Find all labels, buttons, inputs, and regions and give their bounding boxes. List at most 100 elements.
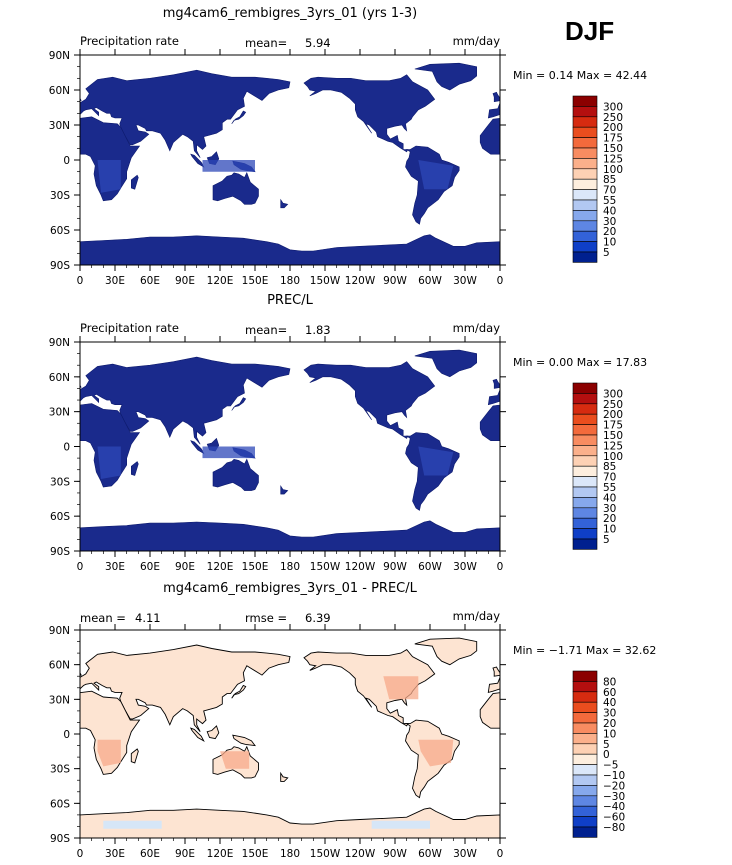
- panel-2: PREC/L Precipitation rate mean= 1.83 mm/day 0…: [49, 293, 647, 573]
- colorbar-swatch: [572, 106, 598, 118]
- colorbar-swatch: [572, 805, 598, 817]
- landmass-newguinea: [232, 734, 256, 747]
- x-tick-label: 180: [280, 561, 300, 573]
- colorbar-swatch: [572, 445, 598, 457]
- colorbar-swatch: [572, 826, 598, 838]
- colorbar-label: 20: [603, 226, 616, 238]
- colorbar-swatch: [572, 795, 598, 807]
- colorbar-swatch: [572, 147, 598, 159]
- landmass-madagascar: [131, 461, 139, 476]
- high-value-patch: [97, 160, 121, 193]
- x-tick-label: 150E: [242, 848, 269, 860]
- colorbar-swatch: [572, 95, 598, 107]
- mean-value: 5.94: [305, 36, 331, 50]
- y-tick-label: 90N: [49, 625, 70, 637]
- colorbar-swatch: [572, 476, 598, 488]
- x-tick-label: 0: [77, 275, 84, 287]
- colorbar-label: 5: [603, 247, 610, 259]
- high-value-patch: [202, 160, 255, 172]
- colorbar-label: 175: [603, 420, 623, 432]
- y-tick-label: 90S: [50, 546, 70, 558]
- colorbar-label: 30: [603, 216, 616, 228]
- colorbar-swatch: [572, 528, 598, 540]
- units-label: mm/day: [453, 321, 501, 335]
- colorbar-label: 40: [603, 697, 616, 709]
- landmass-japan: [231, 110, 247, 124]
- colorbar-swatch: [572, 382, 598, 394]
- x-tick-label: 0: [77, 848, 84, 860]
- mean-label: mean =: [80, 611, 126, 625]
- x-tick-label: 120W: [345, 275, 376, 287]
- landmass-namerica: [303, 74, 436, 153]
- land-fill: [80, 349, 500, 551]
- x-tick-label: 90W: [383, 561, 407, 573]
- mean-value: 1.83: [305, 323, 331, 337]
- x-tick-label: 30W: [453, 848, 477, 860]
- colorbar-label: −40: [603, 801, 625, 813]
- colorbar-swatch: [572, 764, 598, 776]
- colorbar-label: 55: [603, 482, 616, 494]
- variable-label: Precipitation rate: [80, 321, 179, 335]
- panel-title: mg4cam6_rembigres_3yrs_01 - PREC/L: [163, 581, 418, 596]
- colorbar-label: 85: [603, 461, 616, 473]
- colorbar-label: 20: [603, 513, 616, 525]
- x-tick-label: 120W: [345, 561, 376, 573]
- rmse-value: 6.39: [305, 611, 331, 625]
- landmass-africa-wrap: [479, 117, 500, 155]
- colorbar-label: 20: [603, 718, 616, 730]
- landmass-nz: [280, 484, 289, 495]
- high-value-patch: [202, 446, 255, 459]
- x-tick-label: 30E: [105, 848, 125, 860]
- panel-3: mg4cam6_rembigres_3yrs_01 - PREC/L mean =…: [49, 581, 657, 860]
- season-label: DJF: [565, 16, 614, 46]
- x-tick-label: 150W: [310, 848, 341, 860]
- high-value-patch: [418, 446, 454, 476]
- colorbar-label: 250: [603, 112, 623, 124]
- variable-label: Precipitation rate: [80, 34, 179, 48]
- colorbar-swatch: [572, 126, 598, 138]
- panel-title: PREC/L: [267, 293, 314, 308]
- colorbar-swatch: [572, 497, 598, 509]
- x-tick-label: 90E: [175, 275, 195, 287]
- y-tick-label: 90S: [50, 833, 70, 845]
- y-tick-label: 60S: [50, 511, 70, 523]
- y-tick-label: 30N: [49, 120, 70, 132]
- colorbar-label: −20: [603, 780, 625, 792]
- colorbar-label: 10: [603, 728, 616, 740]
- colorbar-label: 5: [603, 534, 610, 546]
- high-value-patch: [97, 446, 121, 479]
- landmass-greenland: [414, 637, 478, 666]
- x-tick-label: 30E: [105, 561, 125, 573]
- colorbar-swatch: [572, 701, 598, 713]
- colorbar-swatch: [572, 189, 598, 201]
- y-tick-label: 60N: [49, 660, 70, 672]
- x-tick-label: 120E: [207, 561, 234, 573]
- colorbar-label: 30: [603, 708, 616, 720]
- min-max-label: Min = 0.14 Max = 42.44: [513, 69, 647, 82]
- y-tick-label: 90S: [50, 260, 70, 272]
- y-tick-label: 90N: [49, 337, 70, 349]
- x-tick-label: 90W: [383, 848, 407, 860]
- x-tick-label: 120E: [207, 848, 234, 860]
- colorbar-swatch: [572, 413, 598, 425]
- landmass-greenland: [414, 62, 477, 91]
- colorbar-label: 175: [603, 133, 623, 145]
- landmass-eurasia: [80, 69, 291, 158]
- colorbar-swatch: [572, 743, 598, 755]
- landmass-eurasia-wrap: [487, 389, 500, 406]
- landmass-uk-wrap: [492, 91, 500, 103]
- colorbar-label: 40: [603, 205, 616, 217]
- landmass-antarctica: [80, 520, 500, 551]
- landmass-japan: [231, 397, 247, 411]
- land-fill: [80, 637, 500, 838]
- x-tick-label: 0: [497, 275, 504, 287]
- colorbar-label: −60: [603, 812, 625, 824]
- colorbar-label: −10: [603, 770, 625, 782]
- y-tick-label: 30S: [50, 476, 70, 488]
- landmass-africa: [80, 116, 141, 202]
- y-tick-label: 60S: [50, 798, 70, 810]
- colorbar-label: 200: [603, 122, 623, 134]
- x-tick-label: 150W: [310, 561, 341, 573]
- colorbar-label: 85: [603, 174, 616, 186]
